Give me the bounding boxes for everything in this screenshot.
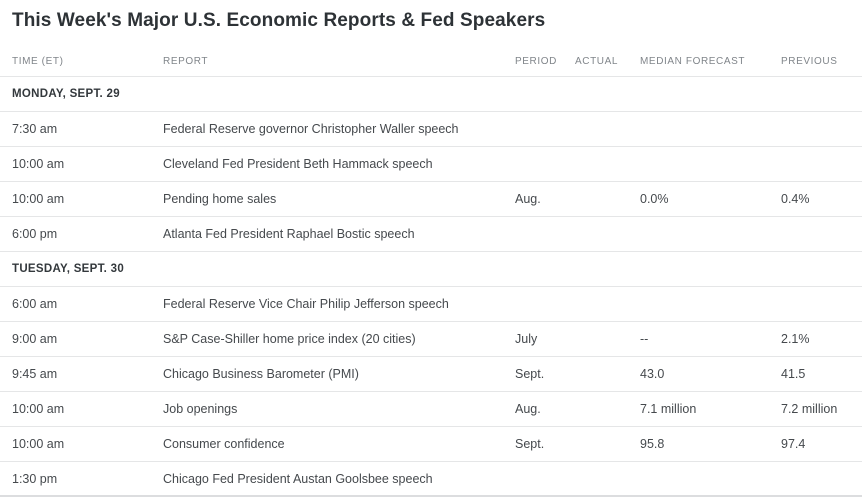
cell-report: Consumer confidence: [163, 437, 285, 451]
cell-previous: 0.4%: [781, 192, 810, 206]
table-row: 1:30 pm Chicago Fed President Austan Gool…: [0, 462, 862, 497]
cell-time: 10:00 am: [12, 402, 65, 416]
cell-report: Federal Reserve Vice Chair Philip Jeffer…: [163, 297, 449, 311]
cell-period: Sept.: [515, 437, 545, 451]
cell-median-forecast: 0.0%: [640, 192, 669, 206]
cell-previous: 2.1%: [781, 332, 810, 346]
column-header-median-forecast: MEDIAN FORECAST: [640, 56, 746, 67]
section-header-row: MONDAY, SEPT. 29: [0, 77, 862, 112]
section-day-label: MONDAY, SEPT. 29: [12, 88, 120, 100]
cell-time: 10:00 am: [12, 192, 65, 206]
page-title: This Week's Major U.S. Economic Reports …: [12, 10, 546, 31]
cell-report: Chicago Business Barometer (PMI): [163, 367, 359, 381]
section-header-row: TUESDAY, SEPT. 30: [0, 252, 862, 287]
table-row: 9:00 am S&P Case-Shiller home price index…: [0, 322, 862, 357]
table-row: 9:45 am Chicago Business Barometer (PMI) S…: [0, 357, 862, 392]
table-row: 10:00 am Pending home sales Aug. 0.0% 0.4%: [0, 182, 862, 217]
cell-report: Atlanta Fed President Raphael Bostic spe…: [163, 227, 415, 241]
table-row: 10:00 am Job openings Aug. 7.1 million 7.2 m…: [0, 392, 862, 427]
table-row: 10:00 am Consumer confidence Sept. 95.8 97.4: [0, 427, 862, 462]
cell-report: Cleveland Fed President Beth Hammack spe…: [163, 157, 433, 171]
table-row: 6:00 am Federal Reserve Vice Chair Philip…: [0, 287, 862, 322]
cell-period: Aug.: [515, 192, 541, 206]
cell-period: Aug.: [515, 402, 541, 416]
cell-report: Chicago Fed President Austan Goolsbee sp…: [163, 471, 433, 486]
cell-time: 6:00 pm: [12, 227, 58, 241]
column-header-period: PERIOD: [515, 56, 557, 67]
cell-time: 10:00 am: [12, 157, 65, 171]
cell-previous: 97.4: [781, 437, 806, 451]
table-body: MONDAY, SEPT. 29 7:30 am Federal Reserve g…: [0, 77, 862, 497]
section-day-label: TUESDAY, SEPT. 30: [12, 263, 125, 275]
cell-period: Sept.: [515, 367, 545, 381]
cell-report: Job openings: [163, 402, 238, 416]
cell-time: 6:00 am: [12, 297, 58, 311]
cell-report: Federal Reserve governor Christopher Wal…: [163, 122, 459, 136]
cell-median-forecast: 95.8: [640, 437, 665, 451]
cell-previous: 41.5: [781, 367, 806, 381]
economic-reports-table: TIME (ET) REPORT PERIOD ACTUAL MEDIAN FO…: [0, 46, 862, 497]
cell-median-forecast: --: [640, 332, 649, 346]
cell-median-forecast: 7.1 million: [640, 402, 697, 416]
table-header-row: TIME (ET) REPORT PERIOD ACTUAL MEDIAN FO…: [0, 46, 862, 77]
cell-report: Pending home sales: [163, 192, 277, 206]
column-header-time: TIME (ET): [12, 56, 64, 67]
table-row: 6:00 pm Atlanta Fed President Raphael Bos…: [0, 217, 862, 252]
cell-period: July: [515, 332, 538, 346]
column-header-previous: PREVIOUS: [781, 56, 838, 67]
table-row: 10:00 am Cleveland Fed President Beth Ham…: [0, 147, 862, 182]
cell-time: 9:45 am: [12, 367, 58, 381]
cell-time: 1:30 pm: [12, 471, 58, 486]
cell-report: S&P Case-Shiller home price index (20 ci…: [163, 332, 416, 346]
cell-time: 9:00 am: [12, 332, 58, 346]
column-header-actual: ACTUAL: [575, 56, 619, 67]
table-row: 7:30 am Federal Reserve governor Christop…: [0, 112, 862, 147]
column-header-report: REPORT: [163, 56, 209, 67]
cell-previous: 7.2 million: [781, 402, 838, 416]
cell-time: 10:00 am: [12, 437, 65, 451]
cell-median-forecast: 43.0: [640, 367, 665, 381]
cell-time: 7:30 am: [12, 122, 58, 136]
